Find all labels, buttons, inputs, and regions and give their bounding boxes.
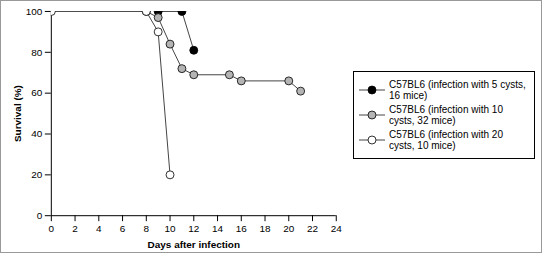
svg-text:2: 2: [72, 223, 78, 234]
svg-text:40: 40: [31, 128, 43, 139]
html-text:C57BL6 (infection with 20 cyst: C57BL6 (infection with 20 cysts, 10 mice…: [389, 129, 503, 151]
svg-text:14: 14: [212, 223, 224, 234]
svg-text:60: 60: [31, 87, 43, 98]
svg-text:18: 18: [259, 223, 271, 234]
svg-text:6: 6: [120, 223, 126, 234]
svg-text:8: 8: [144, 223, 150, 234]
svg-text:Survival (%): Survival (%): [12, 85, 23, 142]
svg-text:20: 20: [283, 223, 295, 234]
svg-text:80: 80: [31, 46, 43, 57]
svg-text:22: 22: [307, 223, 319, 234]
svg-text:100: 100: [26, 6, 43, 17]
svg-text:20: 20: [31, 169, 43, 180]
svg-text:12: 12: [188, 223, 200, 234]
html-text:C57BL6 (infection with 5 cysts: C57BL6 (infection with 5 cysts, 16 mice): [389, 79, 526, 101]
svg-text:4: 4: [96, 223, 102, 234]
svg-text:0: 0: [49, 223, 55, 234]
html-text:C57BL6 (infection with 10 cyst: C57BL6 (infection with 10 cysts, 32 mice…: [389, 104, 503, 126]
svg-text:24: 24: [331, 223, 343, 234]
svg-text:16: 16: [236, 223, 248, 234]
svg-text:10: 10: [165, 223, 177, 234]
svg-text:0: 0: [37, 210, 43, 221]
svg-text:Days after infection: Days after infection: [148, 239, 240, 250]
